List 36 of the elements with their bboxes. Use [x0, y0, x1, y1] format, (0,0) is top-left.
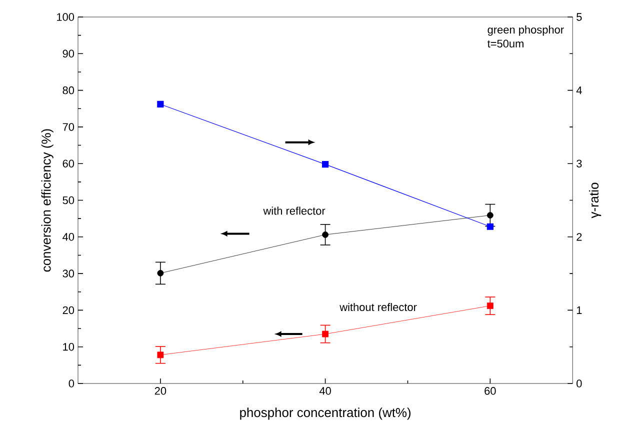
x-tick-label: 40: [319, 387, 331, 395]
point: [157, 270, 164, 276]
y2-tick-label: 2: [576, 233, 582, 241]
y-tick-label: 10: [63, 342, 74, 351]
y-tick-label: 50: [62, 196, 74, 204]
point: [486, 302, 494, 309]
y2-tick-label: 3: [576, 160, 582, 168]
annotation: t=50um: [487, 40, 524, 48]
y-tick-label: 30: [62, 270, 74, 278]
y2-tick-label: 4: [576, 86, 582, 94]
series-label: with reflector: [263, 206, 326, 215]
y-tick-label: 0: [68, 380, 74, 388]
y-tick-label: 90: [62, 50, 74, 58]
y-axis-title: conversion efficiency (%): [41, 129, 54, 272]
x-tick-label: 20: [154, 387, 166, 395]
annotation: green phosphor: [488, 26, 564, 36]
point: [322, 330, 329, 338]
y-tick-label: 20: [62, 306, 74, 314]
point: [322, 161, 329, 168]
point: [157, 352, 164, 358]
y2-tick-label: 5: [576, 13, 582, 21]
y2-tick-label: 0: [576, 380, 582, 388]
point: [322, 232, 329, 238]
point: [157, 100, 164, 108]
y-tick-label: 60: [62, 160, 74, 168]
y-tick-label: 70: [62, 123, 74, 131]
x-tick-label: 60: [484, 387, 496, 395]
y2-axis-title: γ-ratio: [589, 182, 602, 218]
series-label: without reflector: [340, 303, 417, 312]
x-axis-title: phosphor concentration (wt%): [240, 408, 410, 420]
y-tick-label: 40: [62, 233, 74, 241]
point: [486, 223, 494, 230]
y-tick-label: 100: [57, 13, 74, 21]
y-tick-label: 80: [62, 86, 74, 94]
y2-tick-label: 1: [576, 306, 582, 314]
point: [486, 212, 494, 218]
